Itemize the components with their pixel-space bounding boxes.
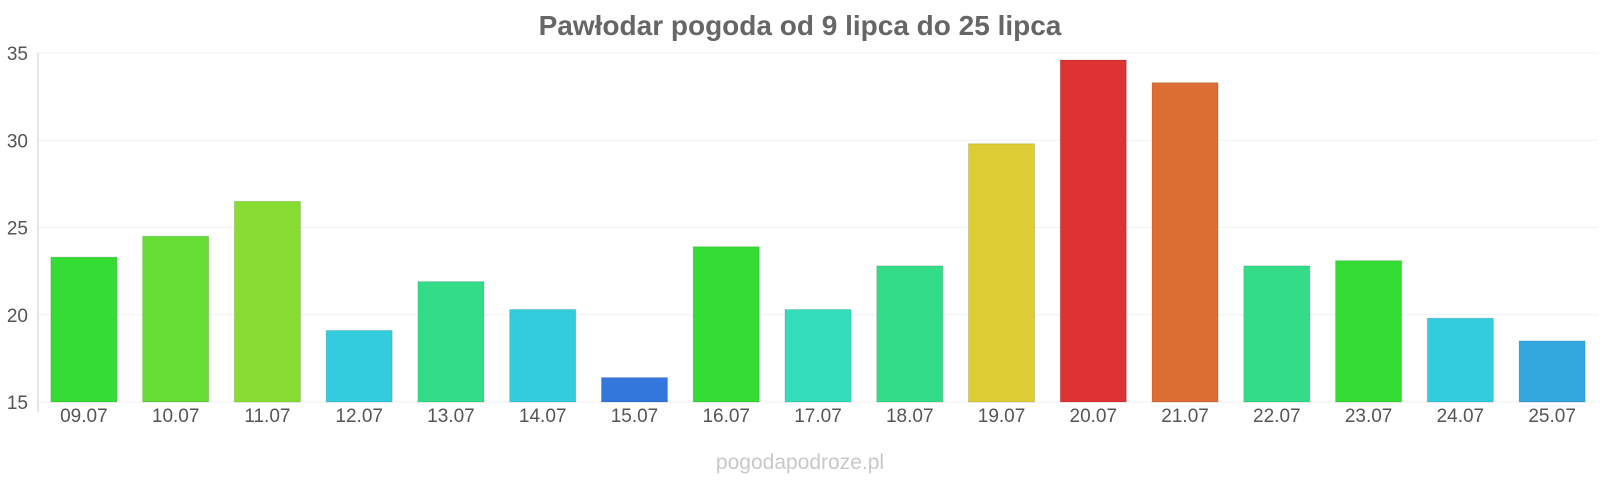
bar-19.07: [967, 143, 1036, 403]
y-tick-label: 30: [7, 131, 28, 152]
x-tick-label: 13.07: [427, 406, 475, 427]
x-tick-label: 12.07: [335, 406, 383, 427]
bar-14.07: [509, 309, 577, 403]
x-tick-label: 18.07: [886, 406, 934, 427]
bar-25.07: [1518, 340, 1586, 403]
x-tick-label: 16.07: [702, 406, 750, 427]
bar-16.07: [692, 246, 760, 403]
bar-12.07: [325, 329, 393, 403]
x-tick-label: 25.07: [1528, 406, 1576, 427]
x-tick-label: 21.07: [1161, 406, 1209, 427]
x-tick-label: 24.07: [1437, 406, 1485, 427]
x-axis-labels: 09.07 10.07 11.07 12.07 13.07 14.07 15.07 16.07…: [60, 406, 1576, 427]
x-tick-label: 15.07: [611, 406, 659, 427]
x-tick-label: 19.07: [978, 406, 1026, 427]
y-axis: 15 20 25 30 35: [7, 44, 39, 414]
bar-23.07: [1335, 260, 1403, 403]
chart-title: Pawłodar pogoda od 9 lipca do 25 lipca: [538, 10, 1062, 41]
bar-24.07: [1426, 317, 1494, 403]
bar-15.07: [600, 377, 669, 403]
y-tick-label: 35: [7, 44, 28, 65]
bar-20.07: [1059, 59, 1127, 403]
x-tick-label: 17.07: [794, 406, 842, 427]
bar-21.07: [1151, 82, 1219, 403]
bar-11.07: [233, 200, 301, 403]
x-tick-label: 14.07: [519, 406, 567, 427]
y-tick-label: 20: [7, 306, 28, 327]
bars: [50, 59, 1586, 403]
bar-17.07: [784, 309, 852, 403]
x-tick-label: 10.07: [152, 406, 200, 427]
bar-13.07: [417, 281, 485, 403]
y-tick-label: 25: [7, 219, 28, 240]
x-tick-label: 20.07: [1070, 406, 1118, 427]
bar-10.07: [142, 235, 210, 403]
watermark: pogodapodroze.pl: [715, 451, 885, 474]
y-tick-label: 15: [7, 393, 28, 414]
bar-18.07: [876, 265, 944, 403]
x-tick-label: 23.07: [1345, 406, 1393, 427]
bar-09.07: [50, 256, 118, 403]
x-tick-label: 09.07: [60, 406, 108, 427]
x-tick-label: 22.07: [1253, 406, 1301, 427]
bar-22.07: [1243, 265, 1311, 403]
x-tick-label: 11.07: [244, 406, 290, 427]
